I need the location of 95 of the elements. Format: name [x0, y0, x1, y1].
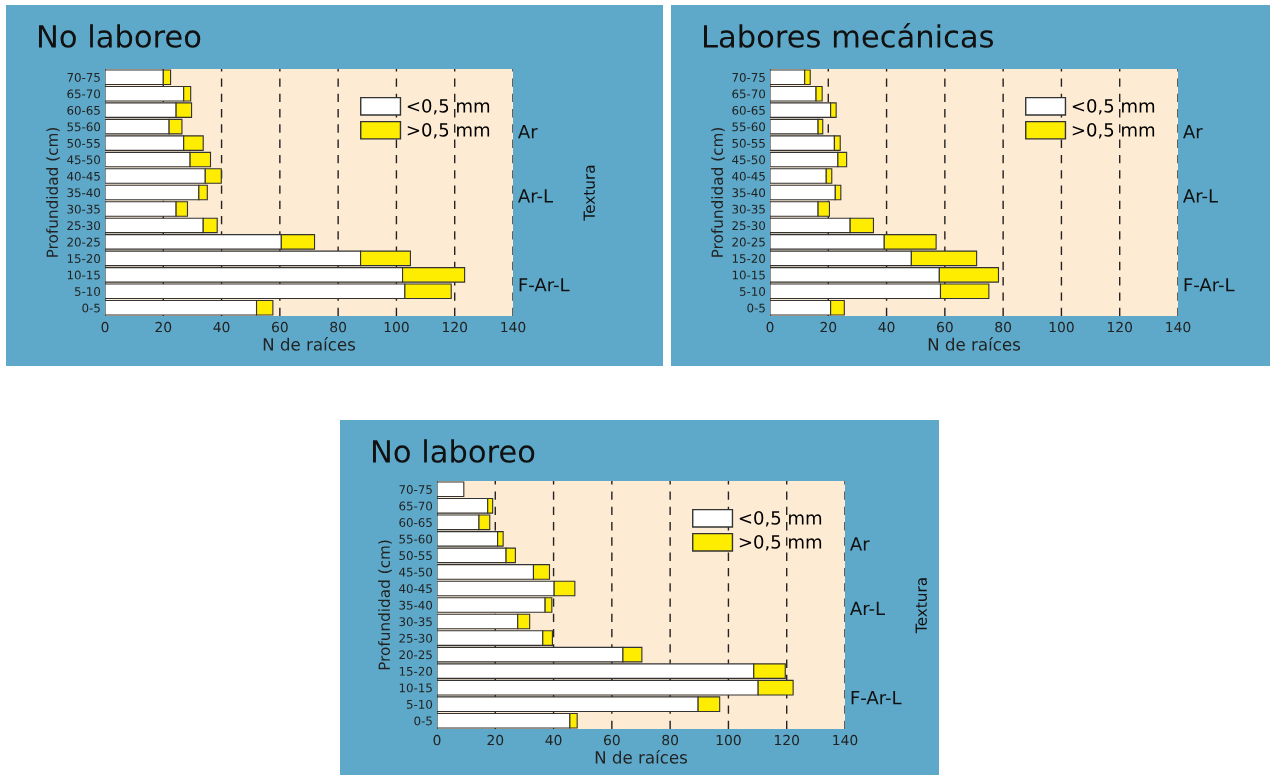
y-axis-title: Profundidad (cm): [378, 540, 392, 670]
y-tick-label: 0-5: [747, 303, 765, 313]
y-tick-label: 60-65: [399, 518, 432, 527]
y-tick-label: 45-50: [399, 567, 433, 577]
y-tick-label: 25-30: [399, 633, 433, 643]
x-tick-label: 140: [833, 734, 858, 746]
x-tick-label: 80: [330, 321, 347, 333]
y-tick-label: 20-25: [67, 237, 100, 247]
x-tick-label: 40: [878, 321, 895, 333]
y-tick-label: 25-30: [67, 221, 101, 231]
x-tick-label: 80: [995, 321, 1012, 333]
x-tick-label: 120: [774, 734, 800, 746]
y-tick-label: 50-55: [67, 138, 100, 148]
y-tick-label: 15-20: [399, 666, 433, 676]
x-tick-label: 0: [766, 321, 774, 333]
x-axis-title: N de raíces: [595, 750, 688, 764]
x-tick-label: 100: [384, 321, 409, 333]
text: Ar: [1183, 125, 1203, 139]
y-tick-label: 55-60: [732, 122, 766, 132]
y-axis-title: Profundidad (cm): [46, 127, 60, 257]
x-tick-label: 0: [433, 734, 441, 746]
y-tick-label: 0-5: [414, 716, 432, 726]
x-tick-label: 40: [545, 734, 562, 746]
chart-title: Labores mecánicas: [704, 22, 994, 48]
chart-title: No laboreo: [373, 439, 535, 463]
y-tick-label: 10-15: [67, 270, 100, 280]
y-tick-label: 10-15: [399, 683, 432, 693]
y-tick-label: 0-5: [82, 303, 100, 313]
x-tick-label: 20: [155, 321, 172, 333]
y-tick-label: 70-75: [732, 72, 765, 82]
y-tick-label: 45-50: [67, 155, 101, 165]
y-tick-label: 65-70: [67, 89, 101, 99]
y-tick-label: 5-10: [74, 287, 101, 296]
x-tick-label: 0: [101, 321, 109, 333]
x-axis-title: N de raíces: [263, 337, 356, 351]
x-tick-label: 120: [442, 321, 468, 333]
y-tick-label: 65-70: [732, 89, 766, 99]
y-tick-label: 60-65: [67, 105, 100, 115]
text: F-Ar-L: [1184, 278, 1235, 292]
x-tick-label: 100: [1049, 321, 1074, 333]
legend-label: >0,5 mm: [1072, 122, 1155, 139]
text: Ar-L: [850, 601, 885, 615]
text: Ar: [518, 125, 538, 139]
x-tick-label: 100: [716, 734, 741, 746]
y-tick-label: 40-45: [732, 171, 765, 181]
y-tick-label: 30-35: [399, 617, 432, 627]
text: Ar-L: [518, 189, 553, 203]
y-tick-label: 10-15: [732, 270, 765, 280]
y-tick-label: 20-25: [732, 237, 765, 247]
y-tick-label: 70-75: [67, 72, 100, 82]
text: F-Ar-L: [519, 278, 570, 292]
y-tick-label: 25-30: [732, 221, 766, 231]
x-axis-title: N de raíces: [928, 337, 1021, 351]
y-tick-label: 20-25: [399, 650, 432, 660]
y2-axis-title: Textura: [915, 578, 927, 634]
y-tick-label: 30-35: [732, 204, 765, 214]
chart-title: No laboreo: [39, 24, 201, 48]
y-tick-label: 40-45: [399, 584, 432, 594]
legend-label: <0,5 mm: [739, 511, 822, 527]
legend-label: <0,5 mm: [1072, 99, 1155, 115]
y-tick-label: 45-50: [732, 155, 766, 165]
x-tick-label: 140: [501, 321, 526, 333]
y-tick-label: 40-45: [67, 171, 100, 181]
y-tick-label: 30-35: [67, 204, 100, 214]
y-tick-label: 5-10: [406, 699, 433, 709]
legend-label: <0,5 mm: [407, 99, 490, 115]
y-axis-title: Profundidad (cm): [711, 127, 725, 257]
y-tick-label: 5-10: [739, 287, 766, 296]
x-tick-label: 120: [1107, 321, 1133, 333]
x-tick-label: 60: [271, 321, 288, 333]
y-tick-label: 70-75: [399, 484, 432, 494]
y-tick-label: 15-20: [67, 254, 101, 264]
y-tick-label: 65-70: [399, 501, 433, 511]
x-tick-label: 20: [487, 734, 504, 746]
x-tick-label: 60: [603, 734, 620, 746]
y-tick-label: 15-20: [732, 254, 766, 264]
x-tick-label: 140: [1166, 321, 1191, 333]
x-tick-label: 40: [213, 321, 230, 333]
x-tick-label: 20: [820, 321, 837, 333]
y-tick-label: 35-40: [399, 600, 433, 610]
y-tick-label: 55-60: [67, 122, 101, 132]
y-tick-label: 55-60: [399, 534, 433, 544]
y-tick-label: 35-40: [67, 188, 101, 198]
y-tick-label: 50-55: [732, 138, 765, 148]
text: F-Ar-L: [851, 691, 902, 705]
y-tick-label: 35-40: [732, 188, 766, 198]
y-tick-label: 60-65: [732, 105, 765, 115]
x-tick-label: 80: [662, 734, 679, 746]
y-tick-label: 50-55: [399, 551, 432, 561]
x-tick-label: 60: [936, 321, 953, 333]
legend-label: >0,5 mm: [739, 535, 822, 551]
y2-axis-title: Textura: [583, 165, 595, 221]
text: Ar: [850, 537, 870, 551]
legend-label: >0,5 mm: [407, 122, 490, 139]
text: Ar-L: [1183, 189, 1218, 203]
